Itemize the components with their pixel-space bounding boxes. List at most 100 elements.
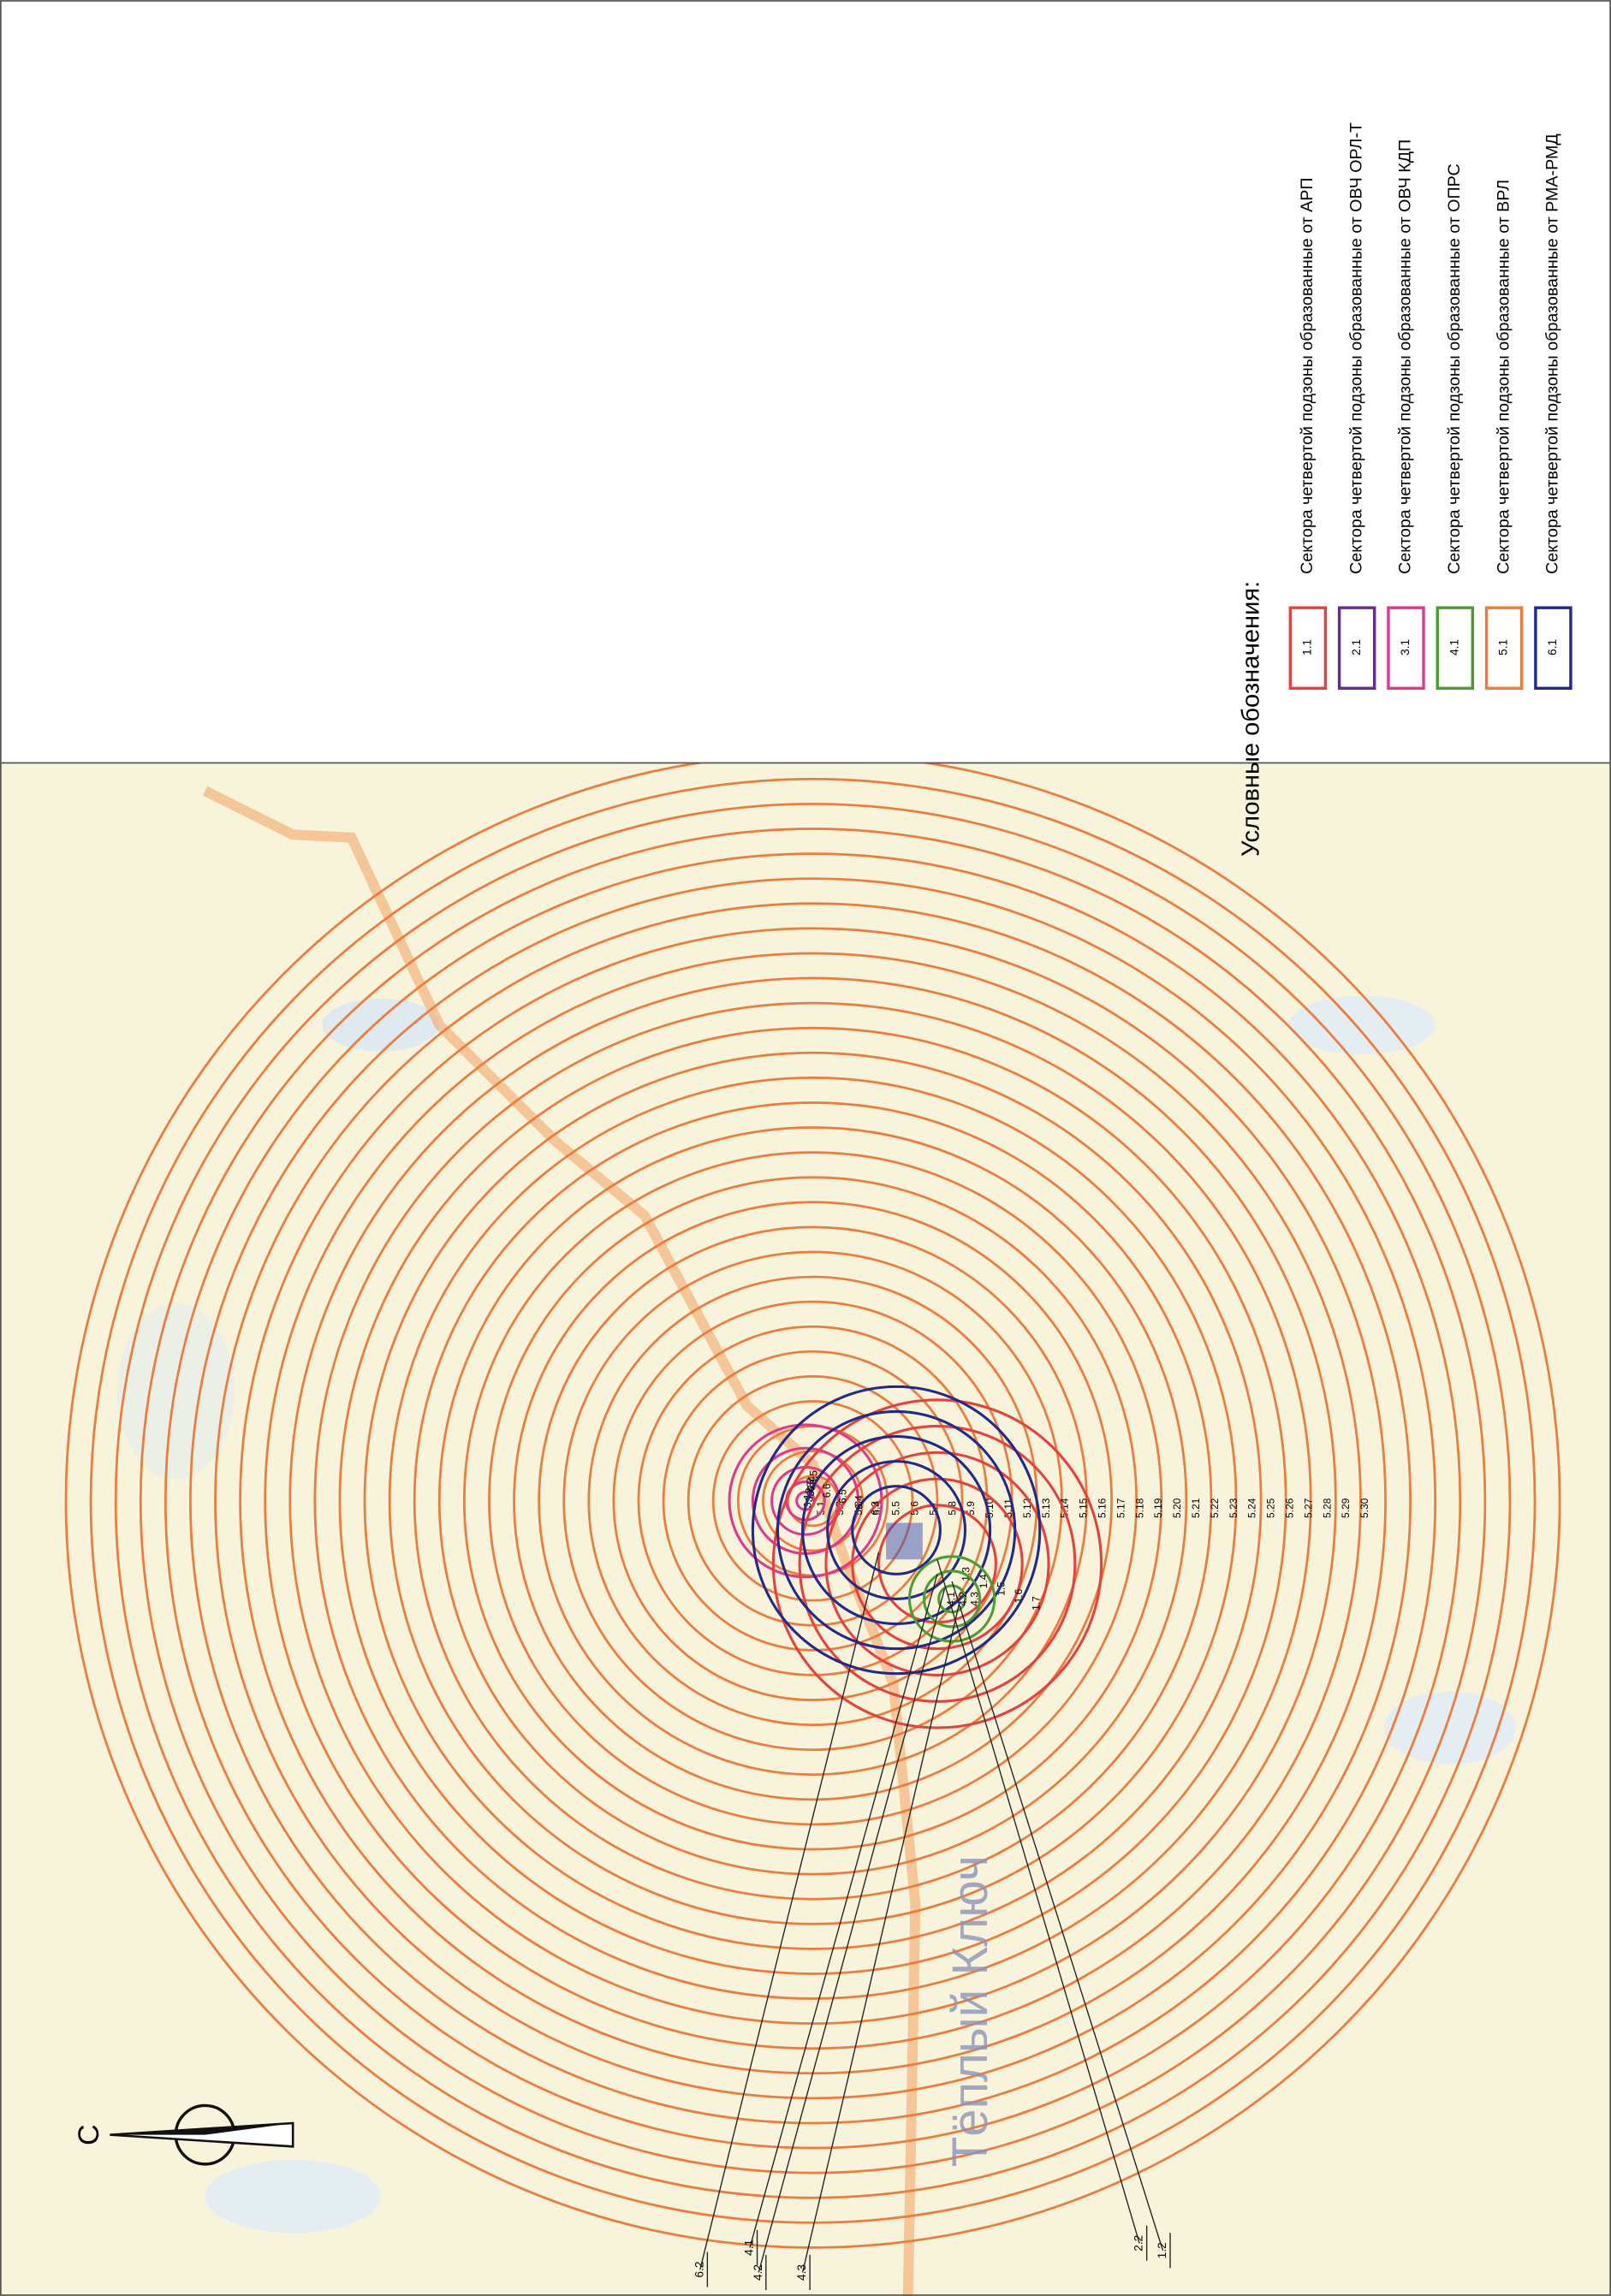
callout-line xyxy=(801,1603,960,2273)
ring-label: 5.19 xyxy=(1152,1498,1164,1518)
ring-label: 6.4 xyxy=(853,1495,865,1510)
ring xyxy=(214,902,1412,2100)
ring-label: 5.17 xyxy=(1115,1498,1127,1518)
north-label: С xyxy=(73,2124,105,2145)
ring xyxy=(637,1325,989,1676)
callout-line xyxy=(699,1551,880,2270)
ring xyxy=(923,1569,982,1629)
ring xyxy=(338,1026,1287,1975)
ring xyxy=(751,1385,1042,1676)
callout-label: 1.2 xyxy=(1156,2242,1168,2258)
legend: 1.1 Сектора четвертой подзоны образованны… xyxy=(1288,122,1572,690)
ring-label: 4.3 xyxy=(969,1592,981,1606)
ring-label: 6.6 xyxy=(821,1483,833,1498)
callout-label: 4.3 xyxy=(795,2264,808,2281)
ring xyxy=(851,1485,942,1575)
ring-label: 5.26 xyxy=(1283,1498,1295,1518)
ring-label: 5.15 xyxy=(1078,1498,1090,1518)
ring-label: 5.12 xyxy=(1021,1498,1033,1518)
ring xyxy=(114,803,1512,2199)
ring-label: 5.16 xyxy=(1096,1498,1108,1518)
ring-label: 5.23 xyxy=(1228,1498,1239,1518)
legend-code: 1.1 xyxy=(1300,639,1313,656)
ring xyxy=(437,1126,1188,1876)
ring xyxy=(264,952,1362,2050)
legend-code: 4.1 xyxy=(1448,639,1460,656)
ring-label: 5.29 xyxy=(1340,1498,1352,1518)
ring-label: 5.27 xyxy=(1302,1498,1314,1518)
ring xyxy=(776,1409,1017,1651)
ring xyxy=(538,1225,1088,1777)
callout-line xyxy=(951,1581,1164,2252)
rings: 5.1 5.2 5.3 5.4 5.5 5.6 5.7 5.8 5.9 5.10 5.11 5.12 5… xyxy=(64,762,1561,2249)
ring-label: 5.28 xyxy=(1321,1498,1333,1518)
ring xyxy=(826,1460,967,1600)
ring xyxy=(139,828,1487,2174)
ring xyxy=(798,1425,1077,1703)
legend-text: Сектора четвертой подзоны образованные о… xyxy=(1396,139,1415,574)
water xyxy=(205,2159,381,2234)
ring-label: 5.13 xyxy=(1040,1498,1052,1518)
ring xyxy=(488,1176,1138,1826)
ring xyxy=(513,1201,1113,1801)
legend-swatch xyxy=(1288,606,1328,690)
callout-label: 4.2 xyxy=(752,2264,764,2281)
ring-label: 3.4 xyxy=(806,1476,818,1491)
ring-label: 6.5 xyxy=(837,1489,849,1504)
compass xyxy=(110,2103,294,2166)
legend-swatch xyxy=(1436,606,1475,690)
ring-label: 5.25 xyxy=(1265,1498,1277,1518)
ring xyxy=(824,1451,1050,1676)
ring xyxy=(189,877,1437,2125)
legend-code: 3.1 xyxy=(1399,639,1412,656)
place-name: Тёплый Ключ xyxy=(942,1855,998,2167)
legend-title: Условные обозначения: xyxy=(1238,581,1265,857)
ring xyxy=(801,1435,992,1626)
legend-swatch xyxy=(1387,606,1425,690)
legend-code: 2.1 xyxy=(1350,639,1363,656)
ring xyxy=(787,1474,840,1528)
center-cluster xyxy=(886,1522,923,1560)
ring xyxy=(937,1584,967,1614)
map-features: 5.1 5.2 5.3 5.4 5.5 5.6 5.7 5.8 5.9 5.10 5.11 5.12 5… xyxy=(64,762,1561,2296)
legend-swatch xyxy=(1484,606,1524,690)
ring-label: 4.2 xyxy=(957,1592,969,1606)
ring xyxy=(413,1101,1213,1901)
callout-label: 4.1 xyxy=(743,2240,756,2256)
ring-label: 5.30 xyxy=(1358,1498,1370,1518)
ring-label: 5.18 xyxy=(1133,1498,1145,1518)
ring xyxy=(64,762,1561,2249)
callout-line xyxy=(758,1588,946,2273)
ring xyxy=(163,852,1462,2150)
ring xyxy=(462,1151,1163,1851)
ring xyxy=(771,1398,1103,1729)
ring-label: 5.21 xyxy=(1190,1498,1202,1518)
legend-text: Сектора четвертой подзоны образованные о… xyxy=(1445,163,1464,574)
callout-label: 2.2 xyxy=(1132,2235,1145,2252)
callout-line xyxy=(749,1574,938,2248)
ring-label: 5.9 xyxy=(965,1501,977,1516)
ring xyxy=(388,1077,1238,1925)
ring-label: 6.3 xyxy=(869,1501,881,1516)
ring-label: 5.20 xyxy=(1171,1498,1183,1518)
ring xyxy=(907,1555,996,1643)
callout-line xyxy=(936,1559,1140,2244)
ring xyxy=(662,1350,964,1652)
legend-text: Сектора четвертой подзоны образованные о… xyxy=(1494,180,1513,574)
ring xyxy=(288,976,1337,2025)
legend-code: 5.1 xyxy=(1497,639,1510,656)
ring-label: 5.22 xyxy=(1209,1498,1221,1518)
callout-label: 6.2 xyxy=(693,2262,705,2278)
legend-code: 6.1 xyxy=(1546,639,1559,656)
legend-text: Сектора четвертой подзоны образованные о… xyxy=(1346,122,1365,574)
water xyxy=(1288,995,1436,1055)
ring xyxy=(851,1477,1024,1651)
ring xyxy=(363,1051,1263,1950)
water xyxy=(1383,1691,1516,1765)
legend-text: Сектора четвертой подзоны образованные о… xyxy=(1298,177,1317,573)
legend-text: Сектора четвертой подзоны образованные о… xyxy=(1543,133,1562,573)
legend-swatch xyxy=(1534,606,1572,690)
